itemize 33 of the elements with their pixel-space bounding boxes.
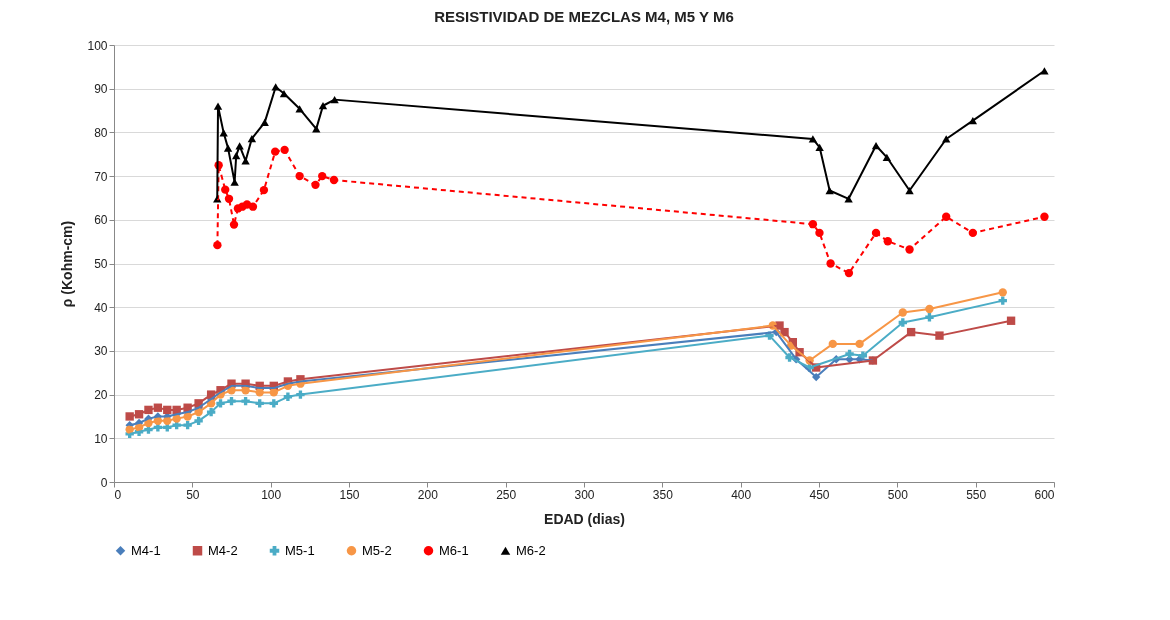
legend-label: M5-2 bbox=[362, 542, 392, 558]
x-tick-label: 550 bbox=[966, 487, 987, 502]
x-tick-label: 100 bbox=[261, 487, 282, 502]
y-tick-label: 80 bbox=[94, 125, 108, 140]
y-tick-label: 90 bbox=[94, 82, 108, 97]
x-tick-label: 600 bbox=[1034, 487, 1055, 502]
y-tick-label: 20 bbox=[94, 388, 108, 403]
legend-label: M4-1 bbox=[131, 542, 161, 558]
y-tick-label: 100 bbox=[87, 38, 108, 53]
legend-label: M4-2 bbox=[208, 542, 238, 558]
x-tick-label: 0 bbox=[114, 487, 122, 502]
legend-label: M6-1 bbox=[439, 542, 469, 558]
y-tick-label: 70 bbox=[94, 169, 108, 184]
y-tick-label: 10 bbox=[94, 431, 108, 446]
x-tick-label: 400 bbox=[731, 487, 752, 502]
x-tick-label: 500 bbox=[887, 487, 909, 502]
x-tick-label: 350 bbox=[652, 487, 674, 502]
y-tick-label: 60 bbox=[94, 213, 108, 228]
x-tick-label: 250 bbox=[496, 487, 517, 502]
legend-label: M6-2 bbox=[516, 542, 546, 558]
chart-title: RESISTIVIDAD DE MEZCLAS M4, M5 Y M6 bbox=[434, 8, 734, 25]
x-tick-label: 300 bbox=[574, 487, 595, 502]
y-tick-label: 30 bbox=[94, 344, 108, 359]
y-tick-label: 0 bbox=[100, 475, 108, 490]
x-tick-label: 200 bbox=[417, 487, 439, 502]
legend-label: M5-1 bbox=[285, 542, 315, 558]
x-tick-label: 50 bbox=[186, 487, 200, 502]
y-tick-label: 50 bbox=[94, 257, 108, 271]
y-axis-title: ρ (Kohm-cm) bbox=[59, 220, 76, 308]
x-tick-label: 450 bbox=[809, 487, 830, 502]
y-tick-label: 40 bbox=[94, 300, 108, 315]
x-axis-title: EDAD (dias) bbox=[544, 510, 625, 527]
x-tick-label: 150 bbox=[339, 487, 360, 502]
